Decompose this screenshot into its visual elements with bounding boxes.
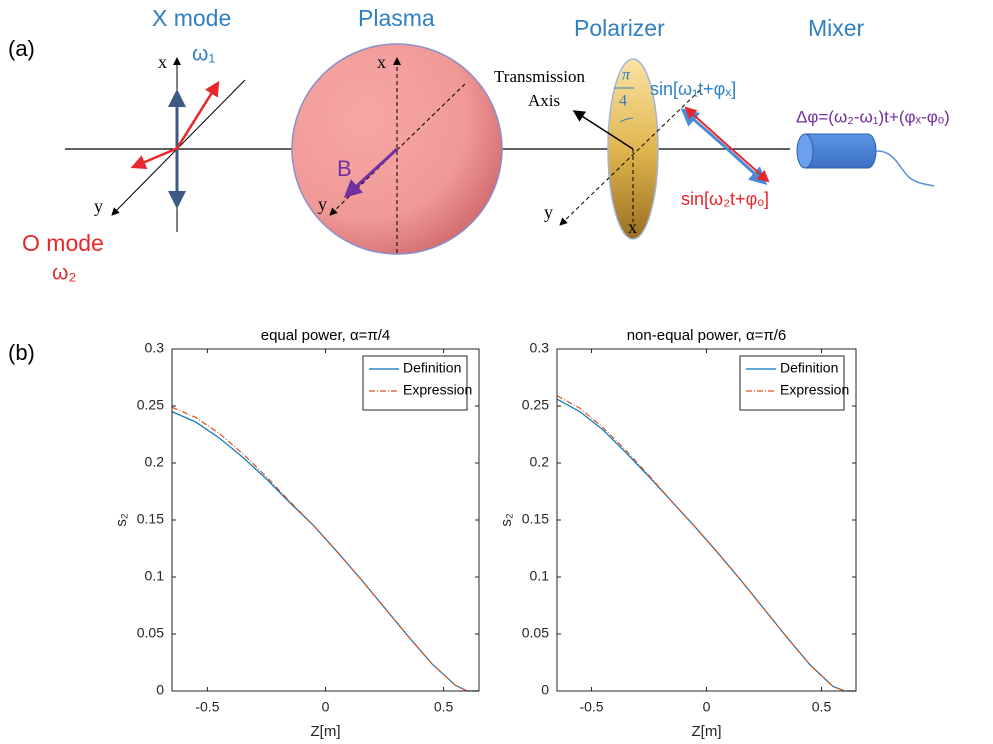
figure: (a) (b) X mode ω₁ x y O mode ω₂ Plasma x… [0, 0, 993, 744]
y-tick-label: 0.25 [137, 397, 164, 413]
x-tick-label: 0 [322, 699, 330, 715]
x-axis-label: Z[m] [311, 723, 341, 740]
x-signal-label: sin[ω₁t+φₓ] [650, 79, 736, 99]
y-tick-label: 0.15 [522, 511, 549, 527]
x-signal-arrow [683, 110, 724, 146]
b-field-label: B [337, 156, 352, 181]
axis-label: y [94, 196, 103, 216]
polarizer-title: Polarizer [574, 15, 665, 41]
o-field-arrow [176, 83, 218, 150]
o-signal-label: sin[ω₂t+φₒ] [681, 189, 769, 209]
y-tick-label: 0 [156, 682, 164, 698]
y-tick-label: 0.15 [137, 511, 164, 527]
y-tick-label: 0.2 [530, 454, 550, 470]
chart-title: equal power, α=π/4 [261, 327, 391, 344]
y-axis-label: s₂ [113, 513, 130, 527]
x-tick-label: -0.5 [195, 699, 219, 715]
mixer-wire [876, 151, 934, 186]
phase-label: Δφ=(ω₂-ω₁)t+(φₓ-φₒ) [796, 107, 950, 126]
axis-label: x [158, 52, 167, 72]
transmission-label: Axis [528, 91, 560, 110]
x-tick-label: -0.5 [579, 699, 603, 715]
mixer-face [797, 134, 813, 168]
o-field-arrow [133, 148, 178, 167]
x-mode-title: X mode [152, 5, 231, 31]
diagram: X mode ω₁ x y O mode ω₂ Plasma x y B Pol… [22, 5, 950, 284]
x-tick-label: 0.5 [812, 699, 832, 715]
axis-label: y [544, 202, 553, 222]
panel-label: (a) [8, 36, 35, 61]
y-axis-label: s₂ [498, 513, 515, 527]
chart-title: non-equal power, α=π/6 [627, 327, 787, 344]
angle-label: π [622, 67, 631, 84]
legend-label: Definition [780, 360, 838, 376]
y-tick-label: 0.25 [522, 397, 549, 413]
x-signal-arrow [724, 146, 765, 183]
mixer-title: Mixer [808, 15, 865, 41]
x-axis-label: Z[m] [692, 723, 722, 740]
o-mode-freq: ω₂ [52, 262, 77, 285]
y-tick-label: 0.3 [530, 340, 550, 356]
legend-label: Expression [780, 382, 849, 398]
plasma-title: Plasma [358, 5, 435, 31]
axis-label: y [318, 194, 327, 214]
x-tick-label: 0.5 [434, 699, 454, 715]
y-tick-label: 0.1 [145, 568, 165, 584]
o-mode-title: O mode [22, 230, 104, 256]
legend: Definition Expression [740, 356, 849, 410]
y-tick-label: 0.05 [137, 625, 164, 641]
y-tick-label: 0.3 [145, 340, 165, 356]
transmission-label: Transmission [494, 67, 586, 86]
y-tick-label: 0.1 [530, 568, 550, 584]
legend: Definition Expression [363, 356, 472, 410]
x-mode-freq: ω₁ [192, 43, 215, 66]
mixer [805, 134, 876, 168]
angle-label: 4 [619, 93, 627, 110]
y-tick-label: 0 [541, 682, 549, 698]
x-tick-label: 0 [703, 699, 711, 715]
legend-label: Expression [403, 382, 472, 398]
axis-label: x [377, 52, 386, 72]
y-tick-label: 0.05 [522, 625, 549, 641]
axis-label: x [628, 217, 637, 237]
panel-label: (b) [8, 340, 35, 365]
o-signal-arrow [686, 108, 726, 144]
legend-label: Definition [403, 360, 461, 376]
y-tick-label: 0.2 [145, 454, 165, 470]
